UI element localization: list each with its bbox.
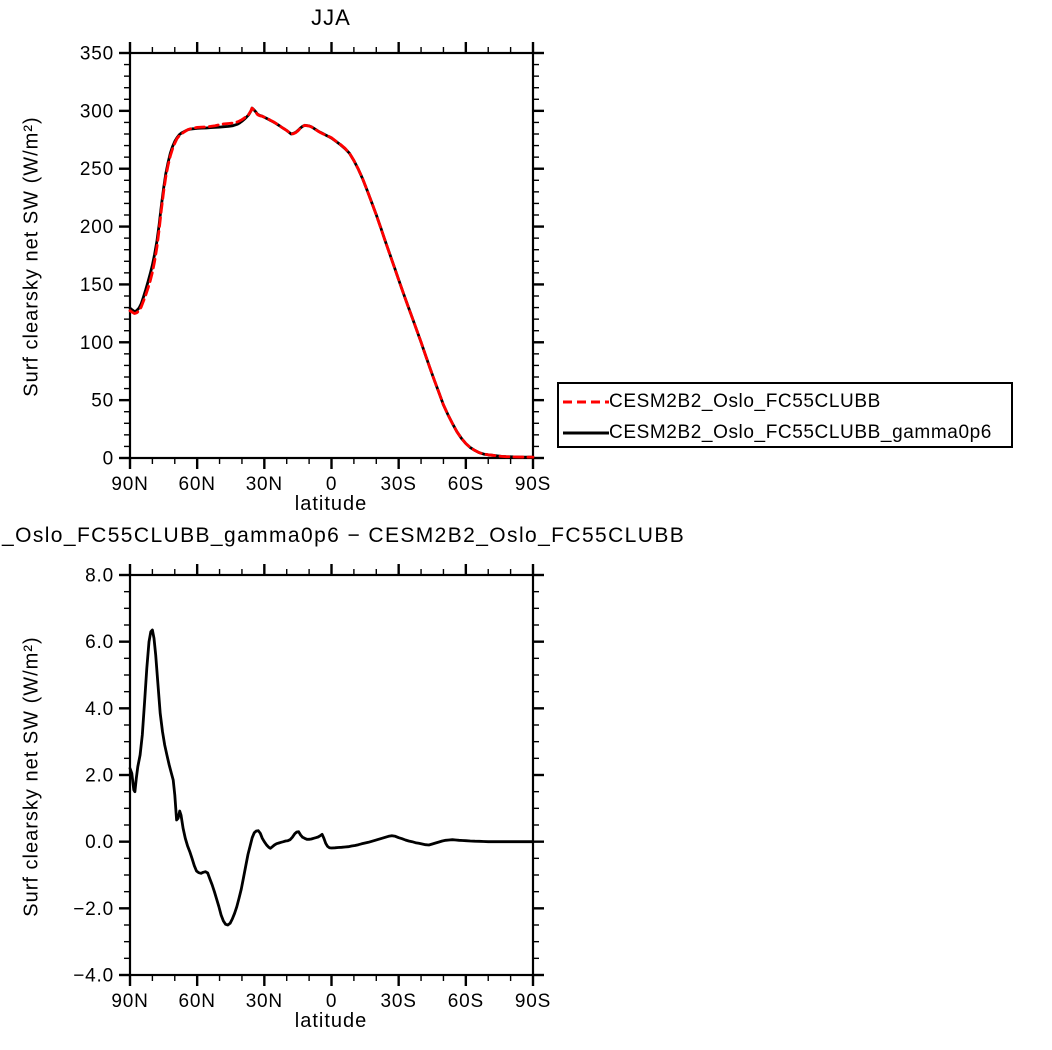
y-tick-label: 250: [80, 159, 114, 180]
y-tick-label: 350: [80, 44, 114, 65]
x-tick-label: 60N: [179, 991, 216, 1012]
y-tick-label: 100: [80, 333, 114, 354]
legend-item: CESM2B2_Oslo_FC55CLUBB: [559, 386, 1011, 417]
legend-item: CESM2B2_Oslo_FC55CLUBB_gamma0p6: [559, 417, 1011, 448]
bottom-yaxis-title: Surf clearsky net SW (W/m²): [20, 636, 43, 917]
y-tick-label: 8.0: [85, 566, 114, 587]
y-tick-label: 0: [103, 449, 114, 470]
y-tick-label: 6.0: [85, 632, 114, 653]
x-tick-label: 60S: [448, 991, 484, 1012]
y-tick-label: −4.0: [73, 966, 114, 987]
y-tick-label: 2.0: [85, 766, 114, 787]
x-tick-label: 0: [326, 474, 337, 495]
x-tick-label: 0: [326, 991, 337, 1012]
y-tick-label: −2.0: [73, 899, 114, 920]
y-tick-label: 300: [80, 101, 114, 122]
bottom-xaxis-title: latitude: [294, 1010, 368, 1032]
x-tick-label: 90N: [111, 991, 148, 1012]
legend-line-sample-dashed-icon: [563, 400, 609, 403]
y-tick-label: 0.0: [85, 832, 114, 853]
legend-label: CESM2B2_Oslo_FC55CLUBB_gamma0p6: [609, 422, 992, 443]
top-xaxis-title: latitude: [294, 493, 368, 515]
x-tick-label: 60S: [448, 474, 484, 495]
x-tick-label: 30N: [246, 474, 283, 495]
x-tick-label: 30N: [246, 991, 283, 1012]
diff-chart-title: _Oslo_FC55CLUBB_gamma0p6 − CESM2B2_Oslo_…: [2, 524, 686, 547]
series-line-cesm2b2-oslo-fc55clubb: [128, 106, 535, 459]
x-tick-label: 90S: [515, 474, 551, 495]
legend-line-sample-solid-icon: [563, 431, 609, 434]
y-tick-label: 4.0: [85, 699, 114, 720]
x-tick-label: 90N: [111, 474, 148, 495]
legend-label: CESM2B2_Oslo_FC55CLUBB: [609, 391, 881, 412]
x-tick-label: 30S: [381, 474, 417, 495]
plot-frame: [128, 51, 535, 460]
legend: CESM2B2_Oslo_FC55CLUBB CESM2B2_Oslo_FC55…: [557, 382, 1013, 448]
series-line-cesm2b2-oslo-fc55clubb-gamma0p6: [128, 106, 535, 459]
y-tick-label: 50: [91, 391, 114, 412]
y-tick-label: 200: [80, 217, 114, 238]
x-tick-label: 90S: [515, 991, 551, 1012]
y-tick-label: 150: [80, 275, 114, 296]
x-tick-label: 30S: [381, 991, 417, 1012]
top-chart-title: JJA: [311, 5, 351, 30]
plot-frame: [128, 573, 535, 977]
series-line-cesm2b2-oslo-fc55clubb-gamma0p6-minus-cesm2b2-oslo-fc55clubb: [128, 628, 535, 927]
x-tick-label: 60N: [179, 474, 216, 495]
top-yaxis-title: Surf clearsky net SW (W/m²): [20, 116, 43, 397]
